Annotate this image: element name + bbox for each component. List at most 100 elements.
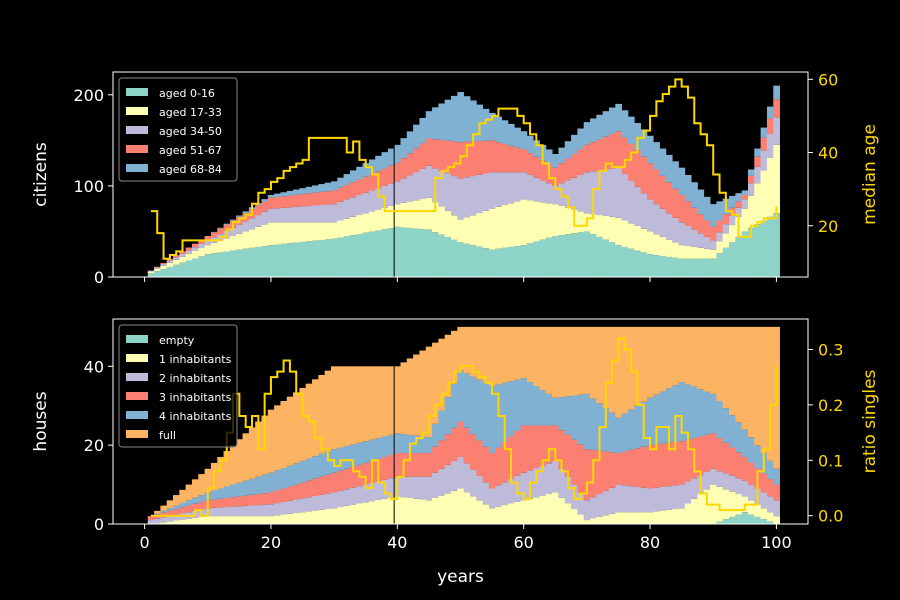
bar-aged-51-67-42 — [406, 153, 414, 176]
bar-3-inhabitants-96 — [747, 462, 755, 485]
bar-aged-0-16-59 — [514, 246, 521, 277]
bar-aged-34-50-6 — [179, 253, 187, 257]
bar-aged-51-67-48 — [444, 140, 452, 174]
y-tick-label: 40 — [84, 357, 104, 376]
bar-aged-68-84-69 — [577, 128, 585, 150]
bar-aged-51-67-63 — [539, 160, 547, 181]
bar-aged-51-67-46 — [432, 139, 439, 169]
legend-label: aged 68-84 — [159, 163, 222, 176]
bar-full-52 — [469, 326, 477, 377]
bar-4-inhabitants-9 — [198, 495, 206, 503]
bar-aged-34-50-44 — [419, 168, 427, 200]
bar-aged-34-50-17 — [248, 218, 256, 230]
bar-4-inhabitants-94 — [735, 422, 743, 453]
bar-4-inhabitants-85 — [678, 382, 686, 442]
bar-aged-68-84-45 — [425, 111, 433, 139]
bar-4-inhabitants-11 — [210, 490, 218, 500]
bar-aged-0-16-27 — [312, 240, 319, 277]
bar-2-inhabitants-20 — [267, 504, 275, 517]
bar-4-inhabitants-36 — [368, 439, 376, 461]
bar-aged-0-16-30 — [330, 238, 338, 277]
bar-3-inhabitants-69 — [577, 444, 585, 493]
bar-3-inhabitants-33 — [349, 466, 357, 488]
bar-aged-0-16-75 — [615, 245, 623, 277]
bar-1-inhabitants-39 — [387, 497, 395, 524]
bar-aged-51-67-79 — [640, 156, 648, 194]
bar-aged-17-33-43 — [413, 200, 420, 229]
bar-1-inhabitants-25 — [299, 512, 307, 524]
bar-2-inhabitants-64 — [545, 463, 553, 495]
bar-aged-0-16-63 — [539, 239, 547, 277]
bar-aged-0-16-42 — [406, 227, 414, 277]
bar-4-inhabitants-52 — [469, 376, 477, 435]
bar-1-inhabitants-21 — [274, 515, 281, 524]
bar-2-inhabitants-33 — [349, 487, 357, 505]
bar-aged-17-33-42 — [406, 201, 414, 228]
bar-aged-68-84-97 — [754, 148, 762, 157]
bar-aged-68-84-29 — [324, 182, 332, 192]
bar-4-inhabitants-41 — [400, 434, 408, 454]
bar-1-inhabitants-33 — [349, 504, 357, 524]
bar-2-inhabitants-56 — [495, 485, 502, 507]
bar-1-inhabitants-48 — [444, 493, 452, 524]
y-tick-label: 20 — [84, 436, 104, 455]
bar-2-inhabitants-32 — [343, 489, 351, 506]
bar-aged-0-16-71 — [590, 234, 597, 277]
bar-1-inhabitants-88 — [697, 494, 705, 524]
bar-4-inhabitants-49 — [451, 383, 458, 428]
bar-full-68 — [571, 326, 578, 396]
bar-3-inhabitants-1 — [147, 516, 155, 521]
bar-1-inhabitants-23 — [286, 513, 294, 524]
x-tick-label: 40 — [387, 533, 407, 552]
bar-aged-51-67-4 — [166, 259, 174, 261]
bar-3-inhabitants-18 — [255, 494, 262, 506]
bar-4-inhabitants-95 — [741, 429, 749, 457]
bar-aged-51-67-3 — [160, 262, 168, 264]
bar-1-inhabitants-27 — [312, 510, 319, 524]
bar-aged-0-16-73 — [602, 239, 610, 277]
bar-aged-34-50-62 — [533, 177, 540, 202]
bar-2-inhabitants-11 — [210, 507, 218, 517]
bar-full-93 — [729, 326, 736, 416]
bar-1-inhabitants-58 — [507, 503, 515, 524]
bar-aged-34-50-64 — [545, 183, 553, 204]
bar-1-inhabitants-38 — [381, 498, 389, 524]
bar-aged-17-33-33 — [349, 216, 357, 236]
bar-1-inhabitants-46 — [432, 497, 439, 524]
y2-tick-label: 40 — [818, 144, 838, 163]
bar-1-inhabitants-72 — [596, 516, 604, 524]
bar-aged-0-16-92 — [722, 247, 730, 277]
bar-aged-34-50-47 — [438, 170, 446, 207]
bar-aged-0-16-69 — [577, 232, 585, 277]
bar-aged-17-33-61 — [526, 200, 534, 244]
bar-full-57 — [501, 326, 509, 383]
bar-3-inhabitants-23 — [286, 486, 294, 501]
bar-4-inhabitants-61 — [526, 382, 534, 426]
bar-3-inhabitants-57 — [501, 442, 509, 483]
bar-aged-51-67-53 — [476, 141, 484, 175]
bar-2-inhabitants-37 — [375, 481, 382, 500]
bar-aged-0-16-6 — [179, 262, 187, 277]
bar-aged-17-33-86 — [684, 246, 692, 259]
bar-full-87 — [691, 326, 698, 387]
bar-aged-0-16-94 — [735, 236, 743, 277]
bar-aged-0-16-78 — [634, 250, 641, 277]
bar-aged-0-16-56 — [495, 248, 502, 277]
bar-aged-68-84-41 — [400, 138, 408, 159]
series-line-median-age — [150, 78, 778, 260]
bar-4-inhabitants-89 — [703, 391, 711, 435]
bar-2-inhabitants-73 — [602, 490, 610, 516]
bar-aged-17-33-23 — [286, 222, 294, 244]
bar-aged-0-16-74 — [608, 242, 616, 277]
bar-aged-17-33-41 — [400, 202, 408, 228]
bar-aged-68-84-21 — [274, 193, 281, 198]
bar-4-inhabitants-71 — [590, 398, 597, 450]
bar-aged-17-33-65 — [552, 204, 559, 236]
bar-1-inhabitants-74 — [608, 513, 616, 524]
bar-full-17 — [248, 427, 256, 479]
bar-aged-0-16-21 — [274, 244, 281, 277]
bar-aged-68-84-89 — [703, 196, 711, 221]
bar-3-inhabitants-32 — [343, 468, 351, 490]
bar-aged-51-67-28 — [318, 191, 326, 206]
bar-full-92 — [722, 326, 730, 409]
